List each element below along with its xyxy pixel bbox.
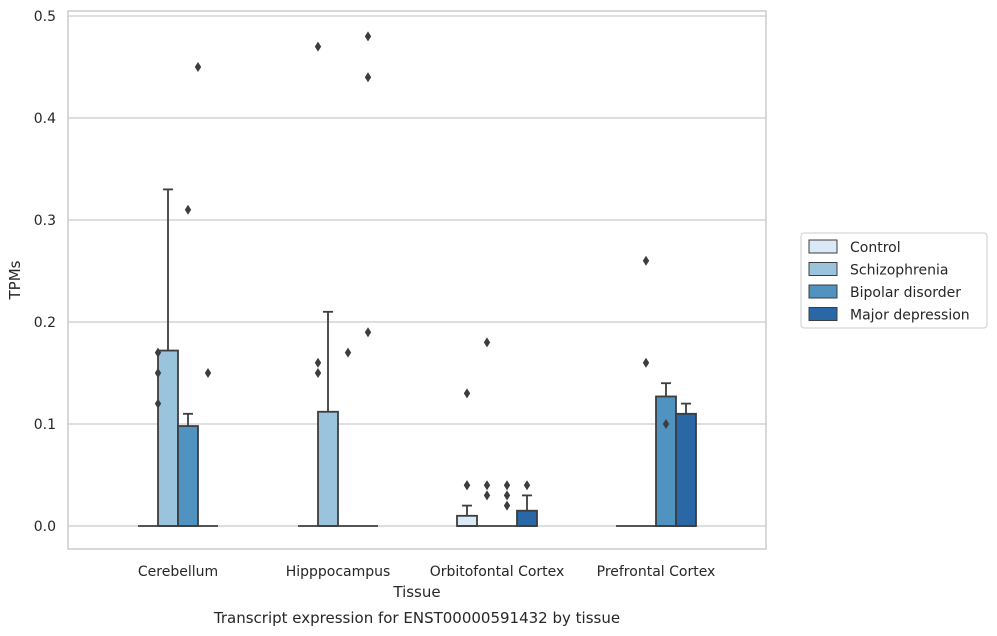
outlier-layer (154, 31, 670, 511)
chart-caption: Transcript expression for ENST0000059143… (213, 609, 620, 627)
outlier-point (184, 204, 192, 215)
outlier-point (642, 255, 650, 266)
outlier-point (483, 337, 491, 348)
outlier-point (503, 500, 511, 511)
outlier-point (364, 327, 372, 338)
x-tick-label: Cerebellum (138, 564, 218, 580)
legend-swatch (808, 307, 838, 321)
y-tick-label: 0.0 (34, 519, 56, 535)
x-tick-label: Orbitofontal Cortex (430, 564, 565, 580)
outlier-point (154, 347, 162, 358)
outlier-point (483, 480, 491, 491)
legend-label: Control (850, 240, 901, 256)
outlier-point (194, 62, 202, 72)
outlier-point (503, 490, 511, 501)
box (317, 410, 339, 527)
outlier-point (314, 357, 322, 368)
outlier-point (154, 368, 162, 378)
outlier-point (364, 31, 372, 42)
outlier-point (503, 480, 511, 491)
box-layer (138, 188, 697, 527)
box (456, 514, 478, 527)
outlier-point (154, 398, 162, 409)
legend: Control Schizophrenia Bipolar disorder Majo… (800, 232, 988, 329)
legend-label: Major depression (850, 308, 970, 324)
y-tick-label: 0.3 (34, 213, 56, 229)
box (675, 412, 697, 527)
outlier-point (662, 419, 670, 429)
y-tick-label: 0.1 (34, 417, 56, 433)
box (177, 425, 199, 527)
y-axis-label: TPMs (6, 260, 24, 300)
legend-swatch (808, 262, 838, 276)
legend-frame (800, 232, 988, 329)
box (157, 349, 179, 527)
y-tick-label: 0.5 (34, 9, 56, 25)
outlier-point (364, 72, 372, 83)
y-tick-labels: 0.0 0.1 0.2 0.3 0.4 0.5 (34, 9, 56, 535)
y-tick-label: 0.2 (34, 315, 56, 331)
outlier-point (314, 41, 322, 52)
box (516, 509, 538, 527)
x-tick-label: Hipppocampus (286, 564, 391, 580)
outlier-point (483, 490, 491, 501)
plot-frame (67, 10, 767, 550)
outlier-point (523, 480, 531, 491)
outlier-point (204, 368, 212, 378)
box (655, 395, 677, 527)
x-tick-labels: Cerebellum Hipppocampus Orbitofontal Corte… (138, 564, 715, 580)
x-tick-label: Prefrontal Cortex (597, 564, 716, 580)
legend-swatch (808, 239, 838, 254)
outlier-point (314, 368, 322, 378)
legend-label: Bipolar disorder (850, 285, 961, 301)
y-tick-label: 0.4 (34, 111, 56, 127)
outlier-point (642, 357, 650, 368)
legend-swatch (808, 284, 838, 299)
outlier-point (344, 347, 352, 358)
x-axis-label: Tissue (392, 583, 440, 601)
legend-label: Schizophrenia (850, 263, 948, 279)
outlier-point (463, 388, 471, 399)
outlier-point (463, 480, 471, 491)
